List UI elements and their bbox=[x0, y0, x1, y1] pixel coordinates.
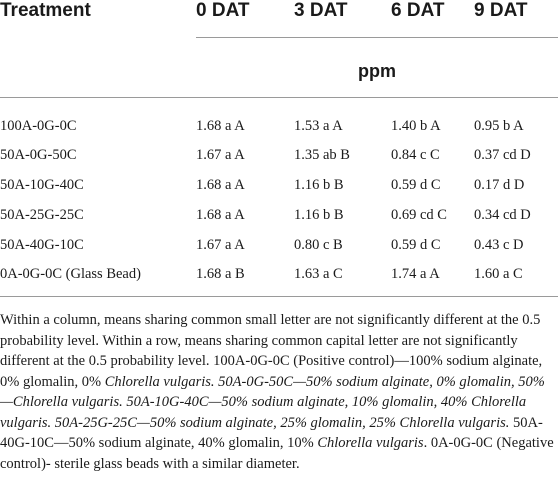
table-cell: 1.53 a A bbox=[294, 118, 343, 134]
footnote-paragraph: Within a column, means sharing common sm… bbox=[0, 310, 556, 474]
table-cell: 0.84 c C bbox=[391, 147, 440, 163]
table-cell: 0.17 d D bbox=[474, 177, 525, 193]
table-cell: 1.67 a A bbox=[196, 237, 245, 253]
table-cell: 0.34 cd D bbox=[474, 207, 531, 223]
table-cell: 50A-40G-10C bbox=[0, 237, 84, 253]
footnote-text: . 0A-0G-0C (Negative control)- sterile g… bbox=[0, 435, 554, 472]
table-cell: 1.63 a C bbox=[294, 266, 343, 282]
table-cell: 50A-0G-50C bbox=[0, 147, 77, 163]
footnote-italic-text: Chlorella vulgaris. 50A-0G-50C—50% sodiu… bbox=[0, 373, 545, 431]
header-3-dat: 3 DAT bbox=[294, 0, 348, 21]
table-cell: 1.16 b B bbox=[294, 207, 344, 223]
table-bottom-rule bbox=[0, 296, 558, 297]
header-0-dat: 0 DAT bbox=[196, 0, 250, 21]
table-cell: 1.35 ab B bbox=[294, 147, 350, 163]
table-cell: 0A-0G-0C (Glass Bead) bbox=[0, 266, 141, 282]
table-cell: 0.37 cd D bbox=[474, 147, 531, 163]
header-9-dat: 9 DAT bbox=[474, 0, 528, 21]
table-cell: 1.16 b B bbox=[294, 177, 344, 193]
header-rule bbox=[196, 37, 558, 38]
table-cell: 1.74 a A bbox=[391, 266, 440, 282]
table-cell: 0.59 d C bbox=[391, 237, 441, 253]
table-cell: 1.60 a C bbox=[474, 266, 523, 282]
table-cell: 1.68 a A bbox=[196, 177, 245, 193]
table-cell: 1.68 a B bbox=[196, 266, 245, 282]
table-cell: 0.43 c D bbox=[474, 237, 524, 253]
unit-label: ppm bbox=[358, 61, 396, 81]
header-treatment: Treatment bbox=[0, 0, 91, 21]
table-cell: 0.80 c B bbox=[294, 237, 343, 253]
footnote-species-name: Chlorella vulgaris bbox=[317, 435, 424, 451]
table-cell: 100A-0G-0C bbox=[0, 118, 77, 134]
table-cell: 0.69 cd C bbox=[391, 207, 447, 223]
table-cell: 0.95 b A bbox=[474, 118, 524, 134]
table-cell: 50A-25G-25C bbox=[0, 207, 84, 223]
table-cell: 1.68 a A bbox=[196, 118, 245, 134]
footnote-text: Within a column, means sharing common sm… bbox=[0, 312, 543, 390]
header-6-dat: 6 DAT bbox=[391, 0, 445, 21]
table-cell: 50A-10G-40C bbox=[0, 177, 84, 193]
footnote-text: 50A-40G-10C—50% sodium alginate, 40% glo… bbox=[0, 414, 543, 452]
table-cell: 1.67 a A bbox=[196, 147, 245, 163]
table-cell: 1.68 a A bbox=[196, 207, 245, 223]
table-cell: 1.40 b A bbox=[391, 118, 441, 134]
table-cell: 0.59 d C bbox=[391, 177, 441, 193]
table-footnote: Within a column, means sharing common sm… bbox=[0, 310, 556, 474]
unit-rule bbox=[0, 97, 558, 98]
